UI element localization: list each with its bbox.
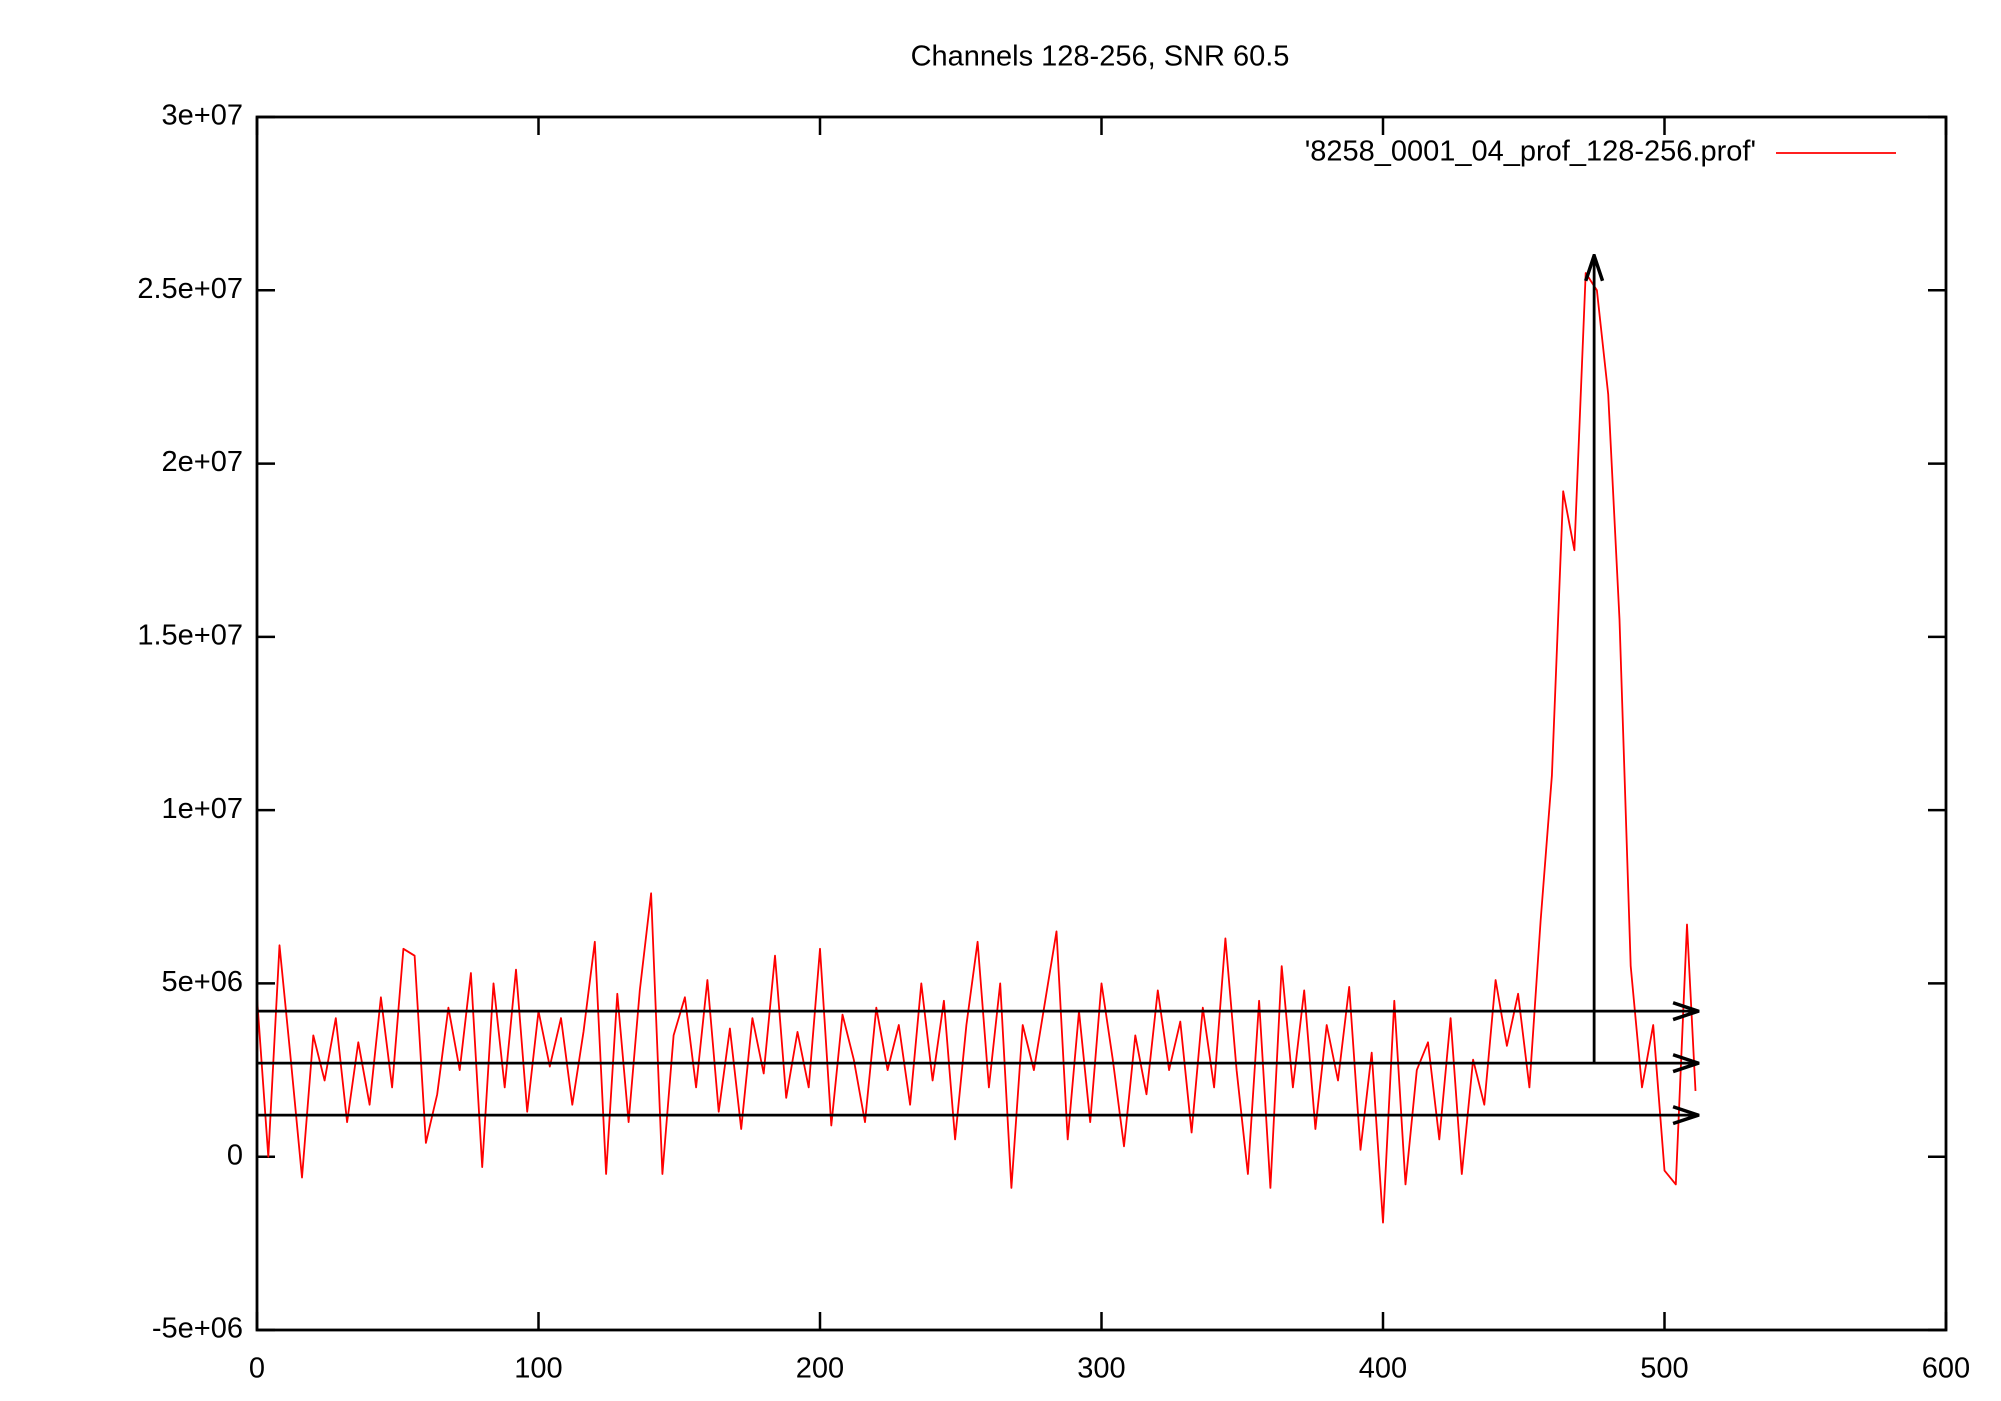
x-tick-label: 100 — [514, 1353, 562, 1385]
x-tick-label: 200 — [796, 1353, 844, 1385]
x-tick-label: 300 — [1077, 1353, 1125, 1385]
x-tick-label: 400 — [1359, 1353, 1407, 1385]
data-line — [256, 272, 1697, 1224]
x-tick-label: 500 — [1640, 1353, 1688, 1385]
y-tick-label: 5e+06 — [162, 966, 243, 998]
y-tick-label: -5e+06 — [152, 1313, 243, 1345]
y-tick-label: 3e+07 — [162, 100, 243, 132]
y-tick-label: 1e+07 — [162, 793, 243, 825]
legend-label: '8258_0001_04_prof_128-256.prof' — [1305, 136, 1756, 168]
y-tick-label: 1.5e+07 — [137, 620, 243, 652]
y-tick-label: 2.5e+07 — [137, 273, 243, 305]
x-tick-label: 0 — [249, 1353, 265, 1385]
plot-frame — [255, 115, 1948, 1332]
y-tick-label: 2e+07 — [162, 446, 243, 478]
x-tick-label: 600 — [1922, 1353, 1970, 1385]
chart-title: Channels 128-256, SNR 60.5 — [911, 41, 1290, 73]
y-tick-label: 0 — [227, 1139, 243, 1171]
